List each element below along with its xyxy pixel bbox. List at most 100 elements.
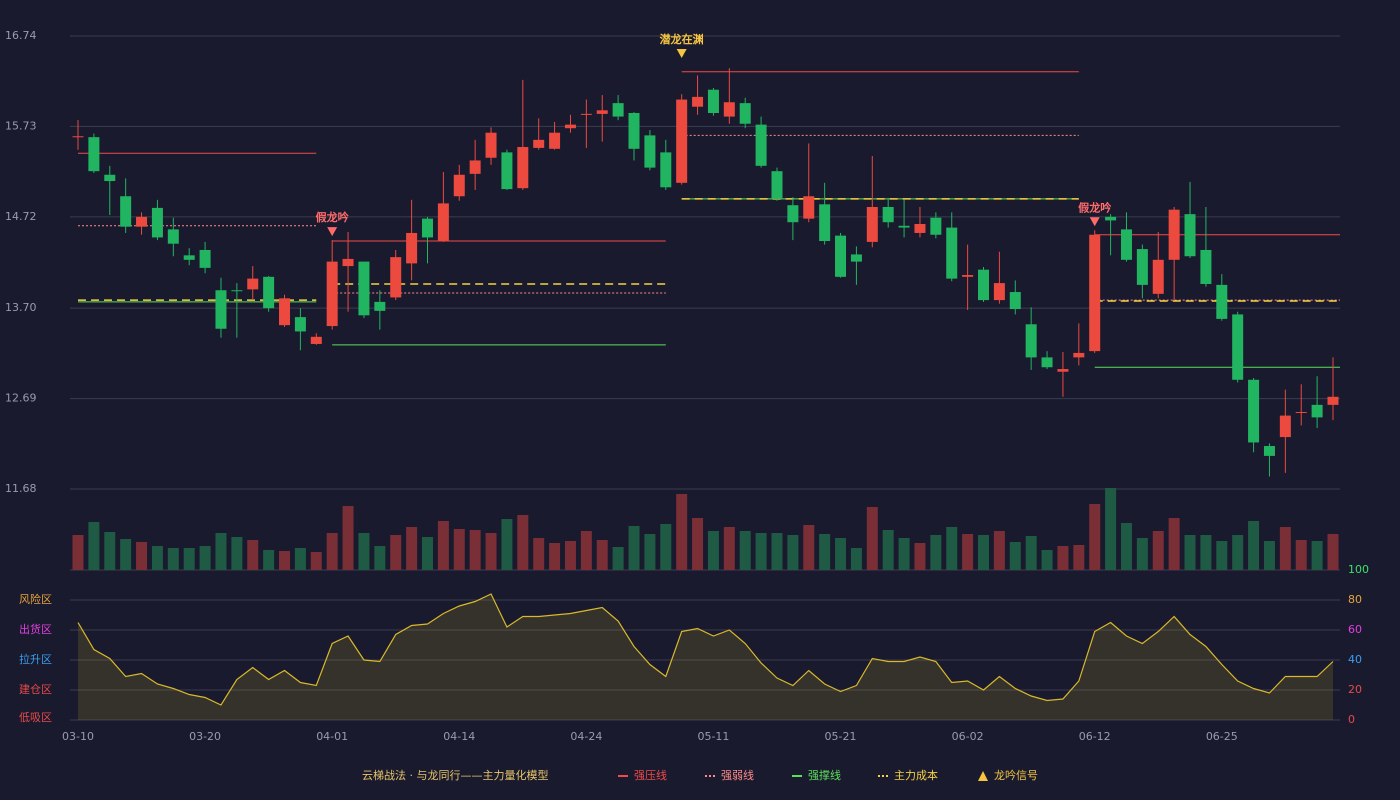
volume-bar bbox=[628, 526, 640, 570]
candle-body bbox=[644, 135, 656, 168]
volume-bar bbox=[358, 533, 370, 570]
volume-bar bbox=[1009, 542, 1021, 570]
candle-body bbox=[739, 103, 751, 124]
candle-body bbox=[564, 124, 576, 129]
legend-label: 强压线 bbox=[634, 768, 667, 782]
osc-area bbox=[78, 594, 1333, 720]
candle-body bbox=[1009, 292, 1021, 310]
volume-bar bbox=[199, 546, 211, 570]
volume-bar bbox=[183, 548, 195, 570]
candle-body bbox=[390, 257, 402, 298]
zone-label: 低吸区 bbox=[19, 711, 52, 724]
volume-bar bbox=[1184, 535, 1196, 570]
candle-body bbox=[104, 174, 116, 182]
volume-bar bbox=[930, 535, 942, 570]
volume-bar bbox=[692, 518, 704, 570]
candle-body bbox=[1136, 249, 1148, 285]
volume-bar bbox=[707, 531, 719, 570]
candle-body bbox=[1041, 357, 1053, 368]
y-tick-label: 14.72 bbox=[5, 210, 37, 223]
y-tick-label: 12.69 bbox=[5, 392, 37, 405]
x-tick-label: 05-21 bbox=[825, 730, 857, 743]
volume-bar bbox=[803, 525, 815, 570]
signal-arrow bbox=[327, 227, 338, 237]
signal-label: 假龙吟 bbox=[316, 210, 349, 224]
candle-body bbox=[136, 216, 148, 227]
volume-bar bbox=[120, 539, 132, 570]
volume-bar bbox=[533, 538, 545, 570]
volume-bar bbox=[1025, 536, 1037, 570]
candle-body bbox=[596, 110, 608, 114]
signal-arrow bbox=[676, 49, 687, 58]
candle-body bbox=[660, 152, 672, 188]
candle-body bbox=[374, 301, 386, 311]
volume-bar bbox=[978, 535, 990, 570]
candle-body bbox=[358, 261, 370, 316]
volume-bar bbox=[231, 537, 243, 570]
candle-body bbox=[930, 217, 942, 235]
candle-body bbox=[628, 112, 640, 149]
legend-label: 强弱线 bbox=[721, 768, 754, 782]
zone-label: 建仓区 bbox=[19, 682, 52, 696]
volume-bar bbox=[263, 550, 275, 570]
volume-bar bbox=[1327, 534, 1339, 570]
candle-body bbox=[1105, 216, 1117, 221]
volume-bar bbox=[914, 543, 926, 570]
candle-body bbox=[1200, 249, 1212, 284]
volume-bar bbox=[739, 531, 751, 570]
candle-body bbox=[771, 171, 783, 199]
candle-body bbox=[1073, 352, 1085, 358]
volume-bar bbox=[1232, 535, 1244, 570]
candle-body bbox=[978, 269, 990, 301]
volume-bar bbox=[819, 534, 831, 570]
signal-label: 潜龙在渊 bbox=[660, 32, 704, 46]
candle-body bbox=[453, 174, 465, 197]
volume-bar bbox=[723, 527, 735, 570]
volume-bar bbox=[421, 537, 433, 570]
legend-swatch bbox=[978, 771, 988, 781]
volume-bar bbox=[596, 540, 608, 570]
x-tick-label: 04-01 bbox=[316, 730, 348, 743]
candle-body bbox=[501, 152, 513, 190]
candle-body bbox=[676, 99, 688, 183]
volume-bar bbox=[469, 530, 481, 570]
candle-body bbox=[993, 283, 1005, 301]
zone-label: 拉升区 bbox=[19, 652, 52, 666]
candle-body bbox=[231, 290, 243, 292]
candle-body bbox=[787, 205, 799, 223]
y-tick-label: 15.73 bbox=[5, 119, 37, 132]
candle-body bbox=[1057, 369, 1069, 372]
candle-body bbox=[803, 196, 815, 219]
candle-body bbox=[421, 218, 433, 238]
candle-body bbox=[580, 113, 592, 115]
candle-body bbox=[1295, 412, 1307, 414]
candle-body bbox=[1327, 396, 1339, 405]
volume-bar bbox=[1279, 527, 1291, 570]
candle-body bbox=[183, 255, 195, 260]
volume-bar bbox=[390, 535, 402, 570]
candle-body bbox=[962, 275, 974, 277]
osc-tick-label: 40 bbox=[1348, 653, 1362, 666]
candle-body bbox=[1232, 314, 1244, 380]
volume-bar bbox=[1152, 531, 1164, 570]
volume-bar bbox=[866, 507, 878, 570]
volume-bar bbox=[1120, 523, 1132, 570]
volume-bar bbox=[88, 522, 100, 570]
legend-title: 云梯战法 · 与龙同行——主力量化模型 bbox=[362, 768, 549, 782]
candle-body bbox=[485, 132, 497, 158]
volume-bar bbox=[946, 527, 958, 570]
volume-bar bbox=[755, 533, 767, 570]
volume-bar bbox=[326, 533, 338, 570]
volume-bar bbox=[898, 538, 910, 570]
candle-body bbox=[1168, 209, 1180, 260]
x-tick-label: 04-14 bbox=[443, 730, 475, 743]
volume-bar bbox=[437, 521, 449, 570]
candle-body bbox=[882, 206, 894, 223]
x-tick-label: 06-12 bbox=[1079, 730, 1111, 743]
candle-body bbox=[88, 137, 100, 172]
candle-body bbox=[1248, 379, 1260, 443]
candle-body bbox=[406, 232, 418, 264]
candle-body bbox=[1216, 284, 1228, 319]
candle-body bbox=[533, 139, 545, 148]
